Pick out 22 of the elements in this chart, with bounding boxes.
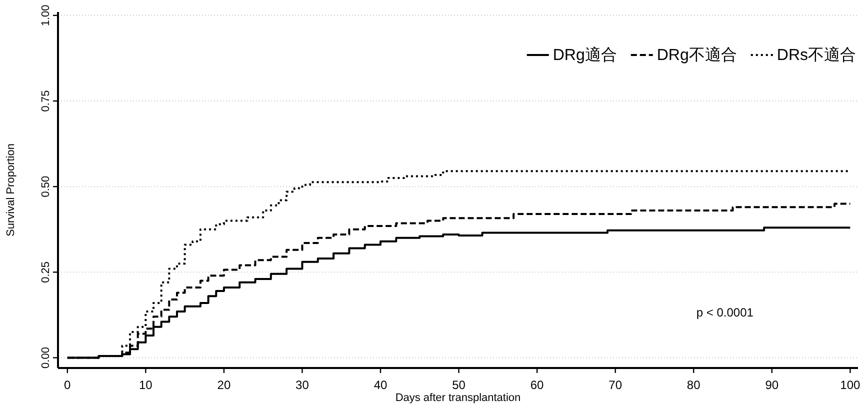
x-tick-label: 20 [217, 378, 231, 392]
y-tick-label: 1.00 [40, 4, 52, 26]
x-tick-label: 50 [452, 378, 466, 392]
legend-label: DRg不適合 [656, 46, 737, 64]
y-tick-label: 0.00 [40, 347, 52, 368]
x-tick-label: 30 [296, 378, 310, 392]
y-tick-label: 0.75 [40, 90, 52, 112]
x-tick-label: 40 [374, 378, 388, 392]
x-tick-label: 0 [64, 378, 72, 392]
annotation: p < 0.0001 [696, 306, 754, 320]
x-tick-label: 60 [530, 378, 544, 392]
legend-label: DRs不適合 [776, 46, 856, 64]
y-axis-title: Survival Proportion [5, 144, 17, 236]
x-tick-label: 100 [840, 378, 861, 392]
x-tick-label: 10 [138, 378, 153, 392]
x-tick-label: 90 [765, 378, 779, 392]
x-tick-label: 70 [608, 378, 622, 392]
legend-label: DRg適合 [552, 46, 617, 64]
y-tick-label: 0.50 [40, 176, 52, 198]
y-tick-label: 0.25 [40, 261, 52, 283]
x-tick-label: 80 [686, 378, 701, 392]
x-axis-title: Days after transplantation [395, 392, 521, 404]
